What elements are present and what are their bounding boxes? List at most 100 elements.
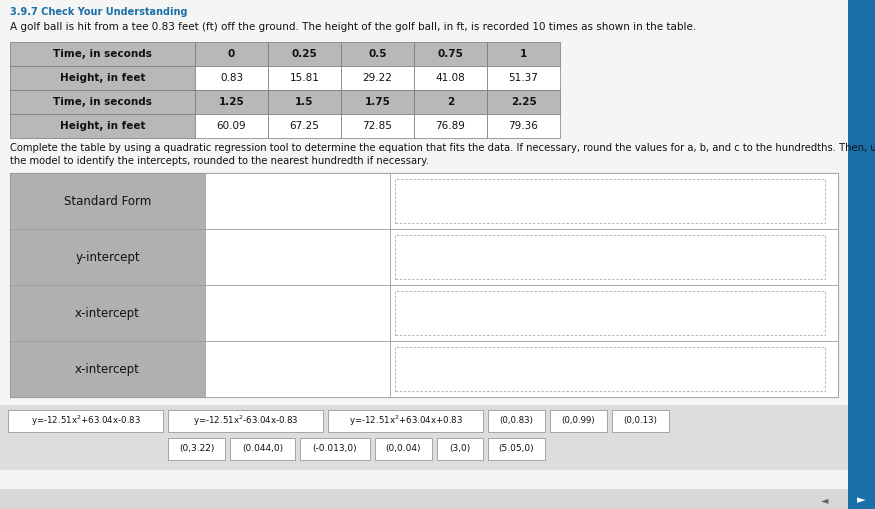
- Bar: [205, 229, 390, 285]
- Text: (0,0.13): (0,0.13): [624, 416, 657, 426]
- Text: 0.75: 0.75: [438, 49, 464, 59]
- Bar: [10, 173, 205, 229]
- Bar: [390, 285, 838, 341]
- Text: ◄: ◄: [822, 495, 829, 505]
- Text: Height, in feet: Height, in feet: [60, 73, 145, 83]
- Text: (5.05,0): (5.05,0): [499, 444, 535, 454]
- Bar: [268, 42, 341, 66]
- Text: the model to identify the intercepts, rounded to the nearest hundredth if necess: the model to identify the intercepts, ro…: [10, 156, 429, 166]
- Text: (0,0.99): (0,0.99): [562, 416, 595, 426]
- Text: (3,0): (3,0): [450, 444, 471, 454]
- Bar: [341, 90, 414, 114]
- Text: 15.81: 15.81: [290, 73, 319, 83]
- Text: y-intercept: y-intercept: [75, 250, 140, 264]
- Bar: [550, 410, 607, 432]
- Bar: [414, 42, 487, 66]
- Bar: [395, 291, 825, 335]
- Text: x-intercept: x-intercept: [75, 306, 140, 320]
- Bar: [395, 179, 825, 223]
- Bar: [205, 285, 390, 341]
- Text: 0.5: 0.5: [368, 49, 387, 59]
- Text: 0.25: 0.25: [291, 49, 318, 59]
- Text: 51.37: 51.37: [508, 73, 538, 83]
- Bar: [375, 438, 432, 460]
- Bar: [487, 42, 560, 66]
- Bar: [230, 438, 295, 460]
- Bar: [390, 229, 838, 285]
- Bar: [487, 90, 560, 114]
- Bar: [848, 0, 875, 509]
- Bar: [195, 66, 268, 90]
- Bar: [168, 438, 225, 460]
- Bar: [10, 66, 195, 90]
- Bar: [437, 438, 483, 460]
- Text: Time, in seconds: Time, in seconds: [53, 49, 152, 59]
- Text: (0,3.22): (0,3.22): [178, 444, 214, 454]
- Bar: [10, 90, 195, 114]
- Bar: [300, 438, 370, 460]
- Text: (-0.013,0): (-0.013,0): [312, 444, 357, 454]
- Text: y=-12.51x$^2$+63.04x-0.83: y=-12.51x$^2$+63.04x-0.83: [31, 414, 140, 428]
- Bar: [195, 114, 268, 138]
- Text: 3.9.7 Check Your Understanding: 3.9.7 Check Your Understanding: [10, 7, 187, 17]
- Bar: [195, 90, 268, 114]
- Text: 60.09: 60.09: [217, 121, 247, 131]
- Bar: [488, 438, 545, 460]
- Text: Standard Form: Standard Form: [64, 194, 151, 208]
- Text: y=-12.51x$^2$-63.04x-0.83: y=-12.51x$^2$-63.04x-0.83: [192, 414, 298, 428]
- Bar: [0, 489, 848, 509]
- Text: Height, in feet: Height, in feet: [60, 121, 145, 131]
- Bar: [414, 114, 487, 138]
- Bar: [10, 285, 205, 341]
- Bar: [8, 410, 163, 432]
- Bar: [487, 66, 560, 90]
- Text: 2: 2: [447, 97, 454, 107]
- Text: (0.044,0): (0.044,0): [242, 444, 284, 454]
- Text: 2.25: 2.25: [511, 97, 536, 107]
- Bar: [10, 341, 205, 397]
- Bar: [341, 42, 414, 66]
- Text: 72.85: 72.85: [362, 121, 392, 131]
- Bar: [395, 347, 825, 391]
- Bar: [487, 114, 560, 138]
- Text: x-intercept: x-intercept: [75, 362, 140, 376]
- Text: 0.83: 0.83: [220, 73, 243, 83]
- Text: ►: ►: [857, 495, 865, 505]
- Text: y=-12.51x$^2$+63.04x+0.83: y=-12.51x$^2$+63.04x+0.83: [348, 414, 463, 428]
- Text: 1.5: 1.5: [295, 97, 314, 107]
- Bar: [341, 66, 414, 90]
- Text: Complete the table by using a quadratic regression tool to determine the equatio: Complete the table by using a quadratic …: [10, 143, 875, 153]
- Text: (0,0.04): (0,0.04): [386, 444, 421, 454]
- Bar: [488, 410, 545, 432]
- Text: 67.25: 67.25: [290, 121, 319, 131]
- Text: 41.08: 41.08: [436, 73, 466, 83]
- Text: 0: 0: [228, 49, 235, 59]
- Bar: [10, 229, 205, 285]
- Bar: [10, 42, 195, 66]
- Text: (0,0.83): (0,0.83): [500, 416, 534, 426]
- Bar: [10, 114, 195, 138]
- Bar: [195, 42, 268, 66]
- Bar: [395, 235, 825, 279]
- Bar: [0, 405, 848, 470]
- Bar: [328, 410, 483, 432]
- Bar: [341, 114, 414, 138]
- Bar: [414, 66, 487, 90]
- Text: 1.25: 1.25: [219, 97, 244, 107]
- Bar: [10, 173, 838, 397]
- Text: 1.75: 1.75: [365, 97, 390, 107]
- Text: 79.36: 79.36: [508, 121, 538, 131]
- Text: Time, in seconds: Time, in seconds: [53, 97, 152, 107]
- Bar: [268, 114, 341, 138]
- Bar: [268, 66, 341, 90]
- Text: 1: 1: [520, 49, 527, 59]
- Bar: [612, 410, 669, 432]
- Bar: [205, 341, 390, 397]
- Text: 29.22: 29.22: [362, 73, 392, 83]
- Bar: [390, 173, 838, 229]
- Text: 76.89: 76.89: [436, 121, 466, 131]
- Bar: [414, 90, 487, 114]
- Bar: [205, 173, 390, 229]
- Text: A golf ball is hit from a tee 0.83 feet (ft) off the ground. The height of the g: A golf ball is hit from a tee 0.83 feet …: [10, 22, 696, 32]
- Bar: [390, 341, 838, 397]
